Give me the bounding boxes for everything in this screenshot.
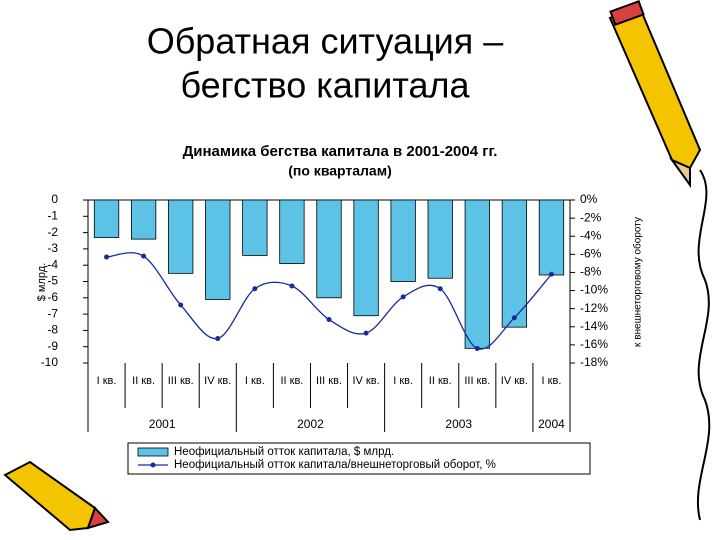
y-tick-label: -8 [47, 323, 58, 337]
line-marker [252, 286, 258, 292]
y2-tick-label: -4% [580, 228, 602, 242]
bar [130, 199, 157, 240]
legend-swatch [150, 462, 156, 468]
x-tick-label: I кв. [393, 375, 413, 387]
line-marker [104, 254, 110, 260]
line-marker [289, 283, 295, 289]
group-label: 2002 [297, 417, 324, 431]
y2-tick-label: -18% [580, 355, 608, 369]
y-tick-label: -10 [41, 355, 59, 369]
bar [501, 199, 528, 328]
bar [205, 199, 231, 300]
bar [427, 199, 453, 279]
line-marker [215, 336, 221, 342]
y-tick-label: -7 [47, 306, 58, 320]
y2-tick-label: -6% [580, 247, 602, 261]
x-tick-label: IV кв. [501, 375, 528, 387]
legend-swatch [137, 447, 169, 457]
line-marker [400, 294, 406, 300]
line-marker [178, 302, 184, 308]
y2-axis-label: к внешнеторговому обороту [632, 217, 644, 347]
y-tick-label: -6 [47, 290, 58, 304]
line-marker [437, 286, 443, 292]
y2-tick-label: -16% [580, 337, 608, 351]
y2-tick-label: -10% [580, 283, 608, 297]
legend-box [127, 442, 591, 475]
line-marker [474, 346, 480, 352]
x-tick-label: I кв. [97, 375, 117, 387]
x-tick-label: III кв. [316, 375, 342, 387]
x-tick-label: I кв. [245, 375, 265, 387]
x-tick-label: III кв. [168, 375, 194, 387]
bar [353, 199, 379, 317]
y2-tick-label: -12% [580, 301, 608, 315]
bar [279, 199, 305, 264]
x-tick-label: II кв. [280, 375, 303, 387]
x-tick-label: II кв. [132, 375, 155, 387]
bar [168, 199, 194, 274]
group-label: 2003 [445, 417, 472, 431]
y-tick-label: -3 [47, 241, 58, 255]
chart-subtitle: (по кварталам) [288, 163, 391, 179]
y2-tick-label: -2% [580, 210, 602, 224]
x-tick-label: II кв. [429, 375, 452, 387]
y-tick-label: -9 [47, 339, 58, 353]
pencil-decoration [608, 0, 702, 189]
slide-title-line: Обратная ситуация – [147, 21, 504, 62]
line-marker [363, 330, 369, 336]
bar [538, 199, 565, 276]
y-tick-label: 0 [51, 192, 58, 206]
chart-title: Динамика бегства капитала в 2001-2004 гг… [183, 143, 498, 160]
decorative-curve [696, 169, 711, 521]
y2-tick-label: 0% [580, 192, 598, 206]
legend-label: Неофициальный отток капитала, $ млрд. [174, 446, 394, 458]
line-marker [326, 317, 332, 323]
slide-title-line: бегство капитала [180, 65, 470, 106]
y2-tick-label: -8% [580, 265, 602, 279]
y-tick-label: -1 [47, 208, 58, 222]
x-tick-label: III кв. [464, 375, 490, 387]
bar [93, 199, 120, 238]
group-label: 2001 [149, 417, 176, 431]
y-tick-label: -4 [47, 257, 58, 271]
x-tick-label: I кв. [542, 375, 562, 387]
bar [390, 199, 416, 282]
legend-label: Неофициальный отток капитала/внешнеторго… [174, 459, 496, 471]
y-axis-label: $ млрд. [36, 263, 48, 302]
line-marker [511, 315, 517, 321]
y2-tick-label: -14% [580, 319, 608, 333]
x-tick-label: IV кв. [204, 375, 231, 387]
bar [316, 199, 342, 299]
group-label: 2004 [538, 417, 565, 431]
y-tick-label: -5 [47, 274, 58, 288]
line-marker [548, 271, 554, 277]
x-tick-label: IV кв. [352, 375, 379, 387]
line-marker [141, 253, 147, 259]
bar [242, 199, 268, 256]
pencil-decoration [3, 460, 110, 532]
bar [464, 199, 490, 349]
y-tick-label: -2 [47, 225, 58, 239]
